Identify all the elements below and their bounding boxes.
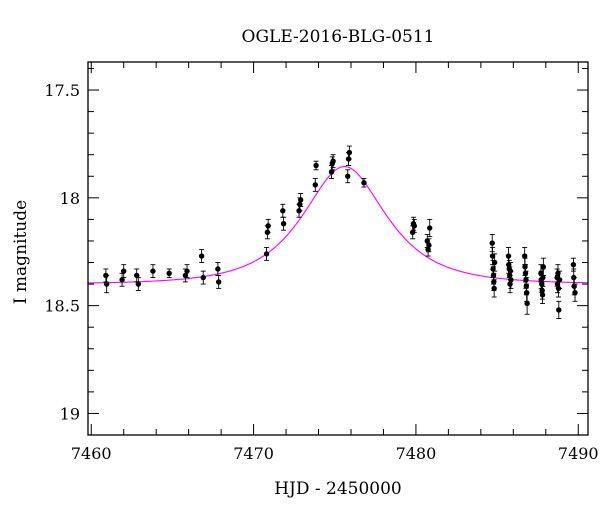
data-point xyxy=(524,292,530,315)
data-point xyxy=(312,177,318,192)
data-marker xyxy=(572,289,578,296)
data-marker xyxy=(280,221,287,227)
data-marker xyxy=(522,264,528,270)
data-marker xyxy=(134,272,140,279)
y-tick-label: 18 xyxy=(60,189,80,208)
y-tick-label: 17.5 xyxy=(44,81,80,100)
axis-ticks-layer xyxy=(88,62,588,436)
data-point xyxy=(345,169,351,184)
data-marker xyxy=(508,277,514,283)
data-point xyxy=(265,218,271,233)
x-tick-label: 7480 xyxy=(396,444,437,463)
chart-title: OGLE-2016-BLG-0511 xyxy=(242,27,435,47)
data-point xyxy=(411,218,417,233)
data-marker xyxy=(489,240,495,246)
data-marker xyxy=(200,274,206,281)
model-curve xyxy=(87,166,589,284)
data-point xyxy=(572,283,578,302)
data-marker xyxy=(297,197,304,203)
data-marker xyxy=(427,225,433,231)
data-marker xyxy=(215,266,221,272)
data-point xyxy=(134,268,140,283)
data-point xyxy=(361,177,367,188)
data-points-layer xyxy=(103,145,578,320)
data-point xyxy=(540,257,547,276)
data-point xyxy=(198,249,205,263)
data-point xyxy=(280,203,286,218)
data-point xyxy=(166,268,172,279)
data-point xyxy=(215,275,222,289)
data-marker xyxy=(411,223,417,229)
data-marker xyxy=(312,182,318,188)
data-marker xyxy=(184,268,190,274)
data-marker xyxy=(150,268,156,274)
data-marker xyxy=(425,246,431,253)
data-marker xyxy=(507,281,513,287)
x-tick-label: 7470 xyxy=(233,444,274,463)
data-point xyxy=(135,277,142,291)
data-marker xyxy=(539,292,546,298)
data-point xyxy=(121,264,127,279)
data-marker xyxy=(521,253,528,259)
y-tick-label: 19 xyxy=(60,404,80,423)
data-marker xyxy=(166,270,172,276)
data-marker xyxy=(556,307,562,313)
data-point xyxy=(103,275,110,294)
data-point xyxy=(200,270,206,285)
data-point xyxy=(556,300,562,320)
data-marker xyxy=(491,285,497,292)
data-point xyxy=(330,154,336,169)
data-point xyxy=(491,279,497,298)
data-marker xyxy=(556,277,563,283)
data-marker xyxy=(280,208,286,214)
data-point xyxy=(346,145,353,160)
x-tick-label: 7460 xyxy=(71,444,112,463)
data-point xyxy=(280,216,287,231)
data-point xyxy=(427,218,433,238)
data-marker xyxy=(522,270,529,276)
data-marker xyxy=(121,268,127,274)
data-point xyxy=(297,193,304,207)
data-point xyxy=(263,246,270,261)
data-point xyxy=(150,264,156,279)
data-marker xyxy=(328,169,335,175)
data-point xyxy=(119,272,125,287)
tick-labels-layer: 7460 7470 7480 7490 17.5 18 18.5 19 xyxy=(44,81,598,463)
data-point xyxy=(508,270,514,289)
data-marker xyxy=(297,201,303,208)
data-marker xyxy=(540,264,547,270)
data-marker xyxy=(330,158,336,164)
data-marker xyxy=(346,149,353,156)
data-marker xyxy=(198,253,205,259)
data-marker xyxy=(489,253,496,259)
y-axis-label: I magnitude xyxy=(11,200,31,304)
plot-frame xyxy=(87,61,589,436)
x-tick-label: 7490 xyxy=(558,444,599,463)
y-tick-label: 18.5 xyxy=(44,297,80,316)
data-point xyxy=(426,238,432,253)
data-marker xyxy=(491,259,498,266)
data-marker xyxy=(313,162,319,169)
data-marker xyxy=(263,251,270,257)
data-marker xyxy=(570,261,577,268)
data-point xyxy=(556,270,563,289)
data-marker xyxy=(524,300,530,307)
data-marker xyxy=(103,281,110,287)
data-marker xyxy=(571,283,577,289)
data-marker xyxy=(265,223,271,229)
model-curve-layer xyxy=(87,166,589,284)
x-axis-label: HJD - 2450000 xyxy=(274,479,402,499)
data-point xyxy=(184,264,190,279)
data-point xyxy=(313,160,319,171)
data-marker xyxy=(215,279,222,285)
data-marker xyxy=(426,242,432,248)
data-marker xyxy=(345,173,351,179)
data-point xyxy=(491,253,498,272)
data-marker xyxy=(361,180,367,186)
data-marker xyxy=(119,277,125,283)
data-marker xyxy=(540,274,546,281)
data-marker xyxy=(135,281,142,287)
